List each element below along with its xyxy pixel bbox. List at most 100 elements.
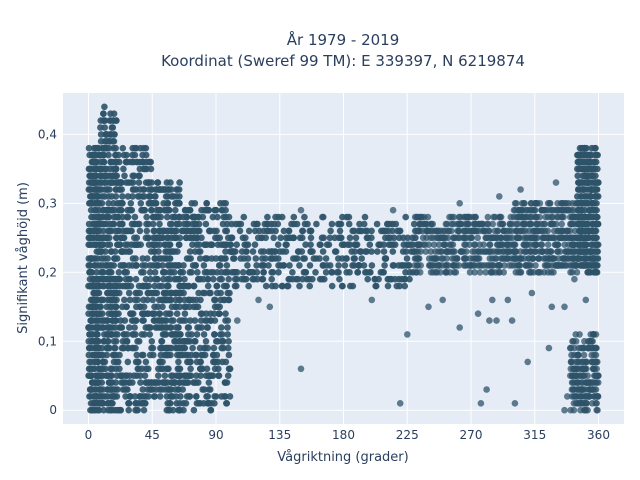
data-point [368, 248, 375, 255]
data-point [107, 117, 114, 124]
data-point [548, 220, 555, 228]
data-point [123, 227, 131, 235]
data-point [242, 248, 250, 255]
data-point [156, 393, 164, 400]
data-point [381, 262, 388, 269]
data-point [589, 358, 596, 366]
data-point [181, 275, 188, 283]
data-point [590, 255, 598, 262]
data-point [427, 234, 435, 242]
data-point [588, 179, 596, 186]
data-point [218, 331, 226, 338]
data-point [323, 241, 331, 248]
data-point [150, 393, 158, 400]
data-point [172, 386, 179, 393]
data-point [352, 234, 360, 242]
data-point [566, 262, 574, 269]
data-point [316, 241, 324, 248]
data-point [485, 227, 493, 235]
data-point [124, 358, 132, 366]
data-point [574, 193, 581, 200]
data-point [104, 255, 111, 262]
data-point [115, 269, 123, 276]
data-point [442, 220, 450, 228]
data-point [306, 262, 314, 269]
data-point [568, 234, 575, 242]
data-point [179, 386, 186, 393]
data-point [411, 262, 419, 269]
data-point [115, 310, 122, 318]
data-point [269, 255, 276, 262]
data-point [136, 393, 144, 400]
data-point [225, 296, 233, 304]
data-point [90, 255, 98, 262]
data-point [410, 220, 418, 228]
data-point [116, 241, 124, 248]
data-point [86, 193, 94, 200]
data-point [346, 241, 354, 248]
data-point [185, 358, 192, 366]
data-point [512, 255, 519, 262]
data-point [502, 255, 509, 262]
y-axis-title: Signifikant våghöjd (m) [16, 182, 31, 334]
data-point [593, 248, 601, 255]
data-point [274, 241, 282, 248]
data-point [121, 386, 129, 393]
data-point [100, 269, 107, 276]
data-point [511, 241, 519, 248]
data-point [263, 227, 271, 235]
data-point [504, 296, 512, 304]
data-point [114, 200, 121, 207]
data-point [149, 296, 156, 304]
data-point [116, 365, 123, 373]
data-point [270, 234, 278, 242]
data-point [582, 241, 589, 248]
data-point [407, 241, 414, 248]
data-point [335, 262, 342, 269]
data-point [202, 220, 210, 228]
data-point [119, 200, 126, 207]
data-point [187, 255, 194, 262]
data-point [181, 206, 189, 214]
data-point [356, 220, 363, 228]
data-point [227, 234, 235, 242]
data-point [146, 331, 154, 338]
data-point [98, 255, 105, 262]
data-point [396, 227, 403, 235]
data-point [131, 151, 139, 159]
data-point [91, 358, 98, 366]
data-point [188, 269, 195, 276]
data-point [558, 220, 565, 228]
data-point [224, 372, 232, 380]
data-point [182, 351, 189, 359]
data-point [175, 324, 182, 331]
data-point [137, 379, 144, 386]
data-point [586, 158, 594, 166]
data-point [141, 331, 148, 338]
data-point [170, 193, 177, 200]
data-point [155, 379, 163, 386]
data-point [382, 234, 389, 242]
data-point [222, 248, 229, 255]
data-point [382, 255, 390, 262]
data-point [307, 241, 314, 248]
data-point [489, 220, 497, 228]
data-point [180, 262, 187, 269]
data-point [541, 206, 548, 214]
data-point [484, 213, 492, 221]
data-point [506, 220, 514, 228]
data-point [572, 372, 579, 380]
data-point [372, 282, 380, 290]
data-point [467, 255, 474, 262]
data-point [129, 255, 137, 262]
data-point [435, 227, 442, 235]
data-point [373, 220, 381, 228]
data-point [327, 227, 334, 235]
data-point [247, 269, 254, 276]
data-point [384, 282, 392, 290]
data-point [561, 303, 568, 311]
data-point [322, 269, 330, 276]
data-point [154, 262, 161, 269]
data-point [271, 248, 278, 255]
data-point [581, 338, 588, 345]
